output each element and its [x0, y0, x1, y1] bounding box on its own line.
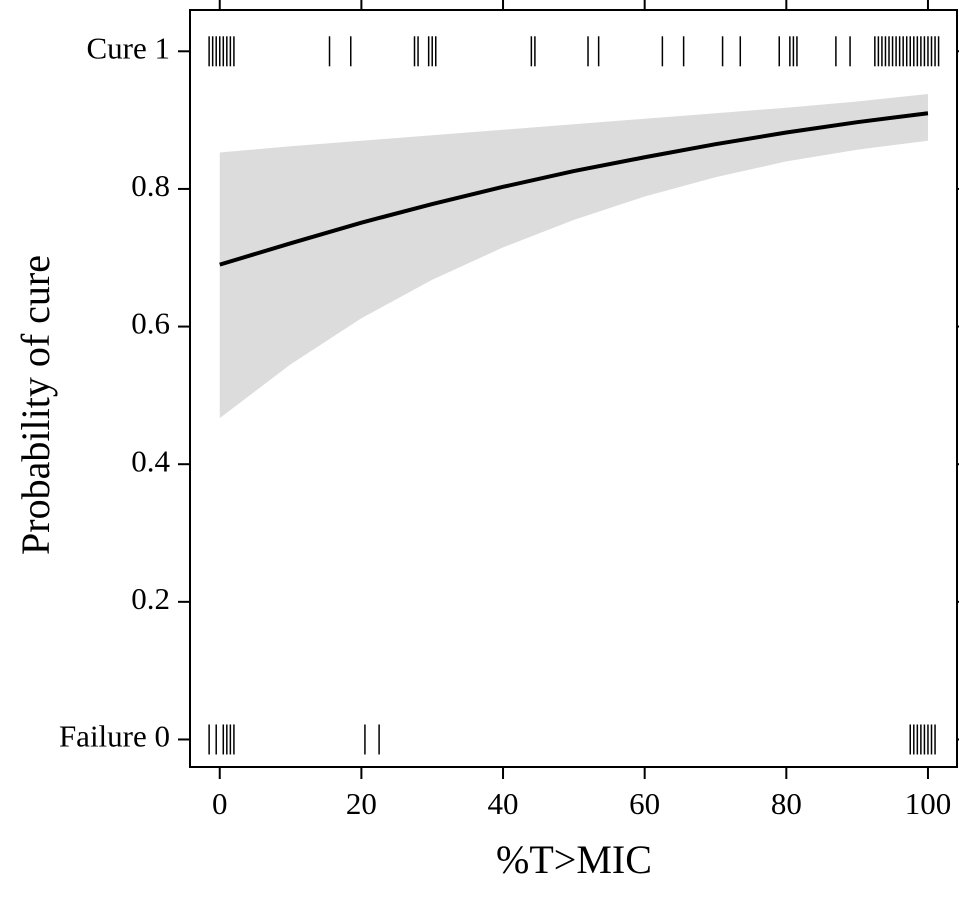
plot-frame	[189, 9, 958, 768]
y-tick-label: Failure 0	[59, 719, 170, 754]
y-tick-label: 0.4	[131, 443, 170, 478]
y-tick-label: 0.8	[131, 168, 170, 203]
y-tick-label: 0.6	[131, 306, 170, 341]
x-axis-title: %T>MIC	[496, 837, 652, 882]
x-tick-label: 20	[346, 786, 377, 821]
x-tick-label: 100	[905, 786, 952, 821]
x-tick-label: 0	[212, 786, 228, 821]
x-tick-label: 80	[771, 786, 802, 821]
x-tick-label: 40	[488, 786, 519, 821]
y-axis-title: Probability of cure	[13, 255, 58, 555]
confidence-band	[219, 93, 928, 419]
y-tick-label: 0.2	[131, 581, 170, 616]
fit-line	[219, 111, 929, 267]
x-tick-label: 60	[629, 786, 660, 821]
y-tick-label: Cure 1	[86, 30, 170, 65]
